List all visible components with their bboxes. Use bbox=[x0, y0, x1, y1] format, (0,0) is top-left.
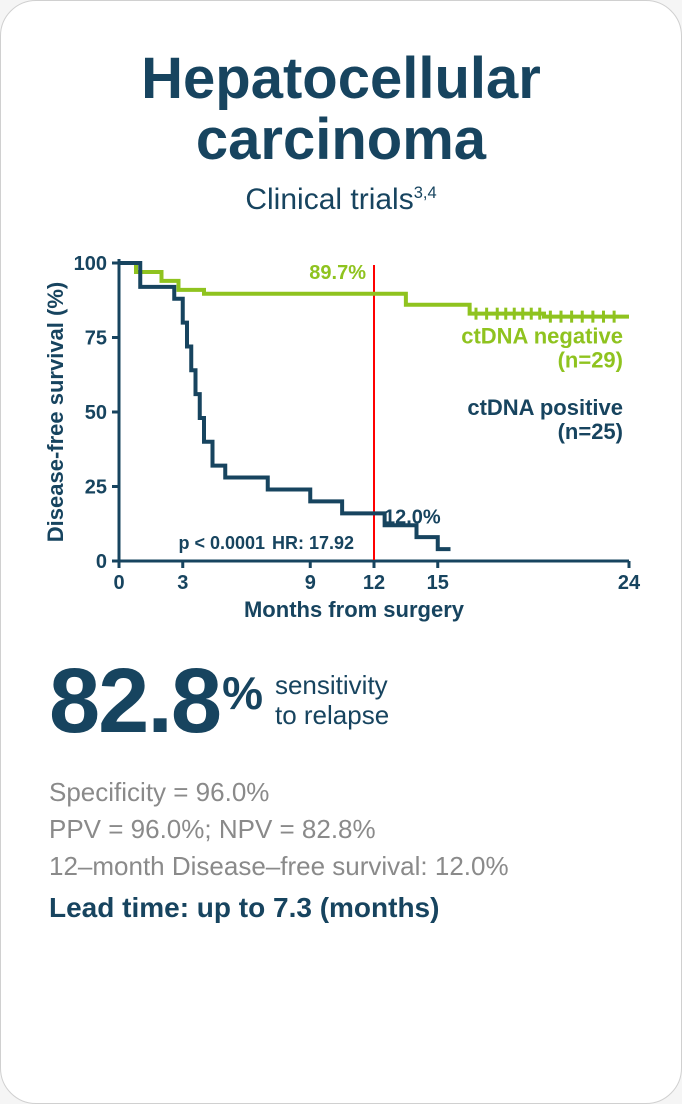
svg-text:HR: 17.92: HR: 17.92 bbox=[272, 533, 354, 553]
stat-specificity: Specificity = 96.0% bbox=[49, 777, 641, 808]
stats-block: Specificity = 96.0% PPV = 96.0%; NPV = 8… bbox=[49, 777, 641, 924]
hero-value: 82.8 bbox=[49, 650, 220, 752]
hero-stat: 82.8% sensitivity to relapse bbox=[49, 655, 641, 747]
subtitle: Clinical trials3,4 bbox=[41, 183, 641, 217]
svg-text:ctDNA positive: ctDNA positive bbox=[467, 395, 623, 420]
svg-text:Disease-free survival (%): Disease-free survival (%) bbox=[43, 282, 68, 542]
hero-label: sensitivity to relapse bbox=[275, 671, 389, 731]
svg-text:0: 0 bbox=[96, 551, 107, 573]
svg-text:9: 9 bbox=[305, 572, 316, 594]
stat-ppv-npv: PPV = 96.0%; NPV = 82.8% bbox=[49, 814, 641, 845]
hero-label-line-2: to relapse bbox=[275, 700, 389, 730]
svg-text:100: 100 bbox=[74, 253, 107, 275]
km-chart: 0 25 50 75 100 0 3 9 12 15 24 Months from surgery Di… bbox=[41, 245, 641, 625]
svg-text:(n=29): (n=29) bbox=[558, 347, 623, 372]
svg-text:24: 24 bbox=[618, 572, 641, 594]
stat-dfs12: 12–month Disease–free survival: 12.0% bbox=[49, 851, 641, 882]
svg-text:0: 0 bbox=[113, 572, 124, 594]
svg-text:Months from surgery: Months from surgery bbox=[244, 597, 465, 622]
km-chart-svg: 0 25 50 75 100 0 3 9 12 15 24 Months from surgery Di… bbox=[41, 245, 641, 625]
svg-text:75: 75 bbox=[85, 327, 107, 349]
svg-text:(n=25): (n=25) bbox=[558, 419, 623, 444]
svg-text:89.7%: 89.7% bbox=[309, 262, 366, 284]
svg-text:3: 3 bbox=[177, 572, 188, 594]
svg-text:12.0%: 12.0% bbox=[384, 506, 441, 528]
svg-text:ctDNA negative: ctDNA negative bbox=[461, 323, 623, 348]
stat-lead-time: Lead time: up to 7.3 (months) bbox=[49, 892, 641, 924]
title-line-2: carcinoma bbox=[196, 107, 486, 172]
title-line-1: Hepatocellular bbox=[141, 46, 541, 111]
subtitle-text: Clinical trials bbox=[245, 183, 413, 216]
svg-text:12: 12 bbox=[363, 572, 385, 594]
hero-number: 82.8% bbox=[49, 655, 261, 747]
subtitle-sup: 3,4 bbox=[414, 184, 437, 202]
hero-percent: % bbox=[222, 667, 261, 719]
svg-text:p < 0.0001: p < 0.0001 bbox=[179, 533, 266, 553]
card: Hepatocellular carcinoma Clinical trials… bbox=[0, 0, 682, 1104]
page-title: Hepatocellular carcinoma bbox=[41, 49, 641, 171]
svg-text:15: 15 bbox=[427, 572, 449, 594]
svg-text:50: 50 bbox=[85, 402, 107, 424]
hero-label-line-1: sensitivity bbox=[275, 670, 388, 700]
svg-text:25: 25 bbox=[85, 476, 107, 498]
